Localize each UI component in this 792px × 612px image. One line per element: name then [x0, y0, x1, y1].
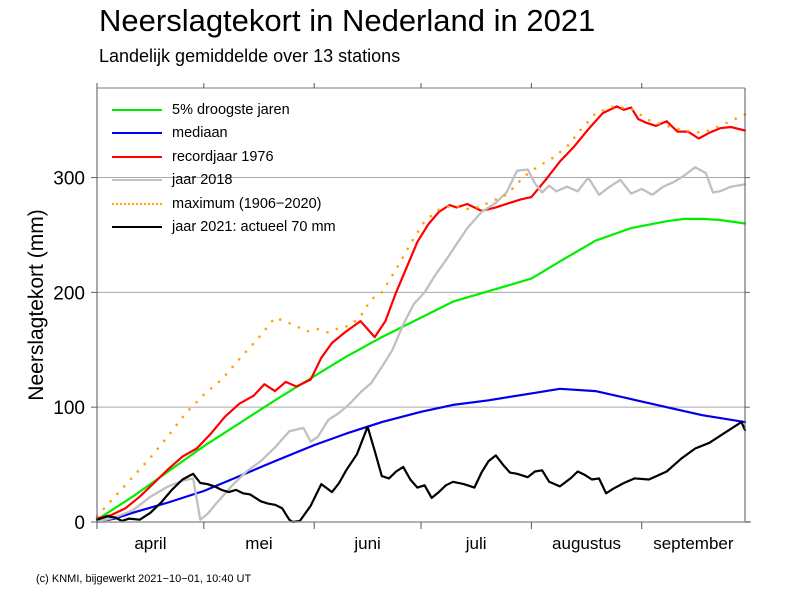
- legend-label: jaar 2021: actueel 70 mm: [172, 219, 336, 236]
- y-tick-label: 200: [53, 283, 85, 304]
- legend: 5% droogste jaren mediaan recordjaar 197…: [112, 98, 336, 239]
- legend-item-median: mediaan: [112, 122, 336, 146]
- legend-item-5pct-driest: 5% droogste jaren: [112, 98, 336, 122]
- x-tick-label: september: [653, 534, 734, 553]
- chart-title: Neerslagtekort in Nederland in 2021: [99, 3, 596, 38]
- legend-item-year-2021: jaar 2021: actueel 70 mm: [112, 216, 336, 240]
- legend-swatch: [112, 108, 162, 111]
- x-tick-label: april: [134, 534, 166, 553]
- y-tick-label: 0: [74, 513, 85, 534]
- legend-swatch: [112, 202, 162, 205]
- legend-swatch: [112, 132, 162, 135]
- legend-item-year-2018: jaar 2018: [112, 169, 336, 193]
- y-tick-label: 100: [53, 398, 85, 419]
- legend-swatch: [112, 226, 162, 229]
- legend-item-maximum: maximum (1906−2020): [112, 192, 336, 216]
- series-line-5: [95, 421, 747, 524]
- legend-label: recordjaar 1976: [172, 148, 274, 165]
- y-axis-label: Neerslagtekort (mm): [25, 209, 48, 400]
- legend-label: 5% droogste jaren: [172, 101, 290, 118]
- legend-label: mediaan: [172, 125, 228, 142]
- y-tick-label: 300: [53, 169, 85, 190]
- legend-label: jaar 2018: [172, 172, 233, 189]
- x-tick-label: mei: [245, 534, 272, 553]
- chart-subtitle: Landelijk gemiddelde over 13 stations: [99, 46, 401, 66]
- legend-swatch: [112, 155, 162, 158]
- legend-swatch: [112, 179, 162, 182]
- series-line-4: [95, 105, 747, 518]
- legend-label: maximum (1906−2020): [172, 195, 322, 212]
- series-line-1: [95, 387, 747, 524]
- series-lines: [95, 105, 747, 524]
- copyright-footer: (c) KNMI, bijgewerkt 2021−10−01, 10:40 U…: [36, 573, 252, 585]
- series-line-0: [95, 217, 747, 521]
- legend-item-record-1976: recordjaar 1976: [112, 145, 336, 169]
- x-tick-label: augustus: [552, 534, 621, 553]
- x-axis-ticks: april mei juni juli augustus september: [96, 83, 734, 553]
- x-tick-label: juni: [353, 534, 380, 553]
- y-axis-ticks: 0 100 200 300: [53, 169, 750, 534]
- series-line-2: [95, 105, 747, 520]
- x-tick-label: juli: [465, 534, 487, 553]
